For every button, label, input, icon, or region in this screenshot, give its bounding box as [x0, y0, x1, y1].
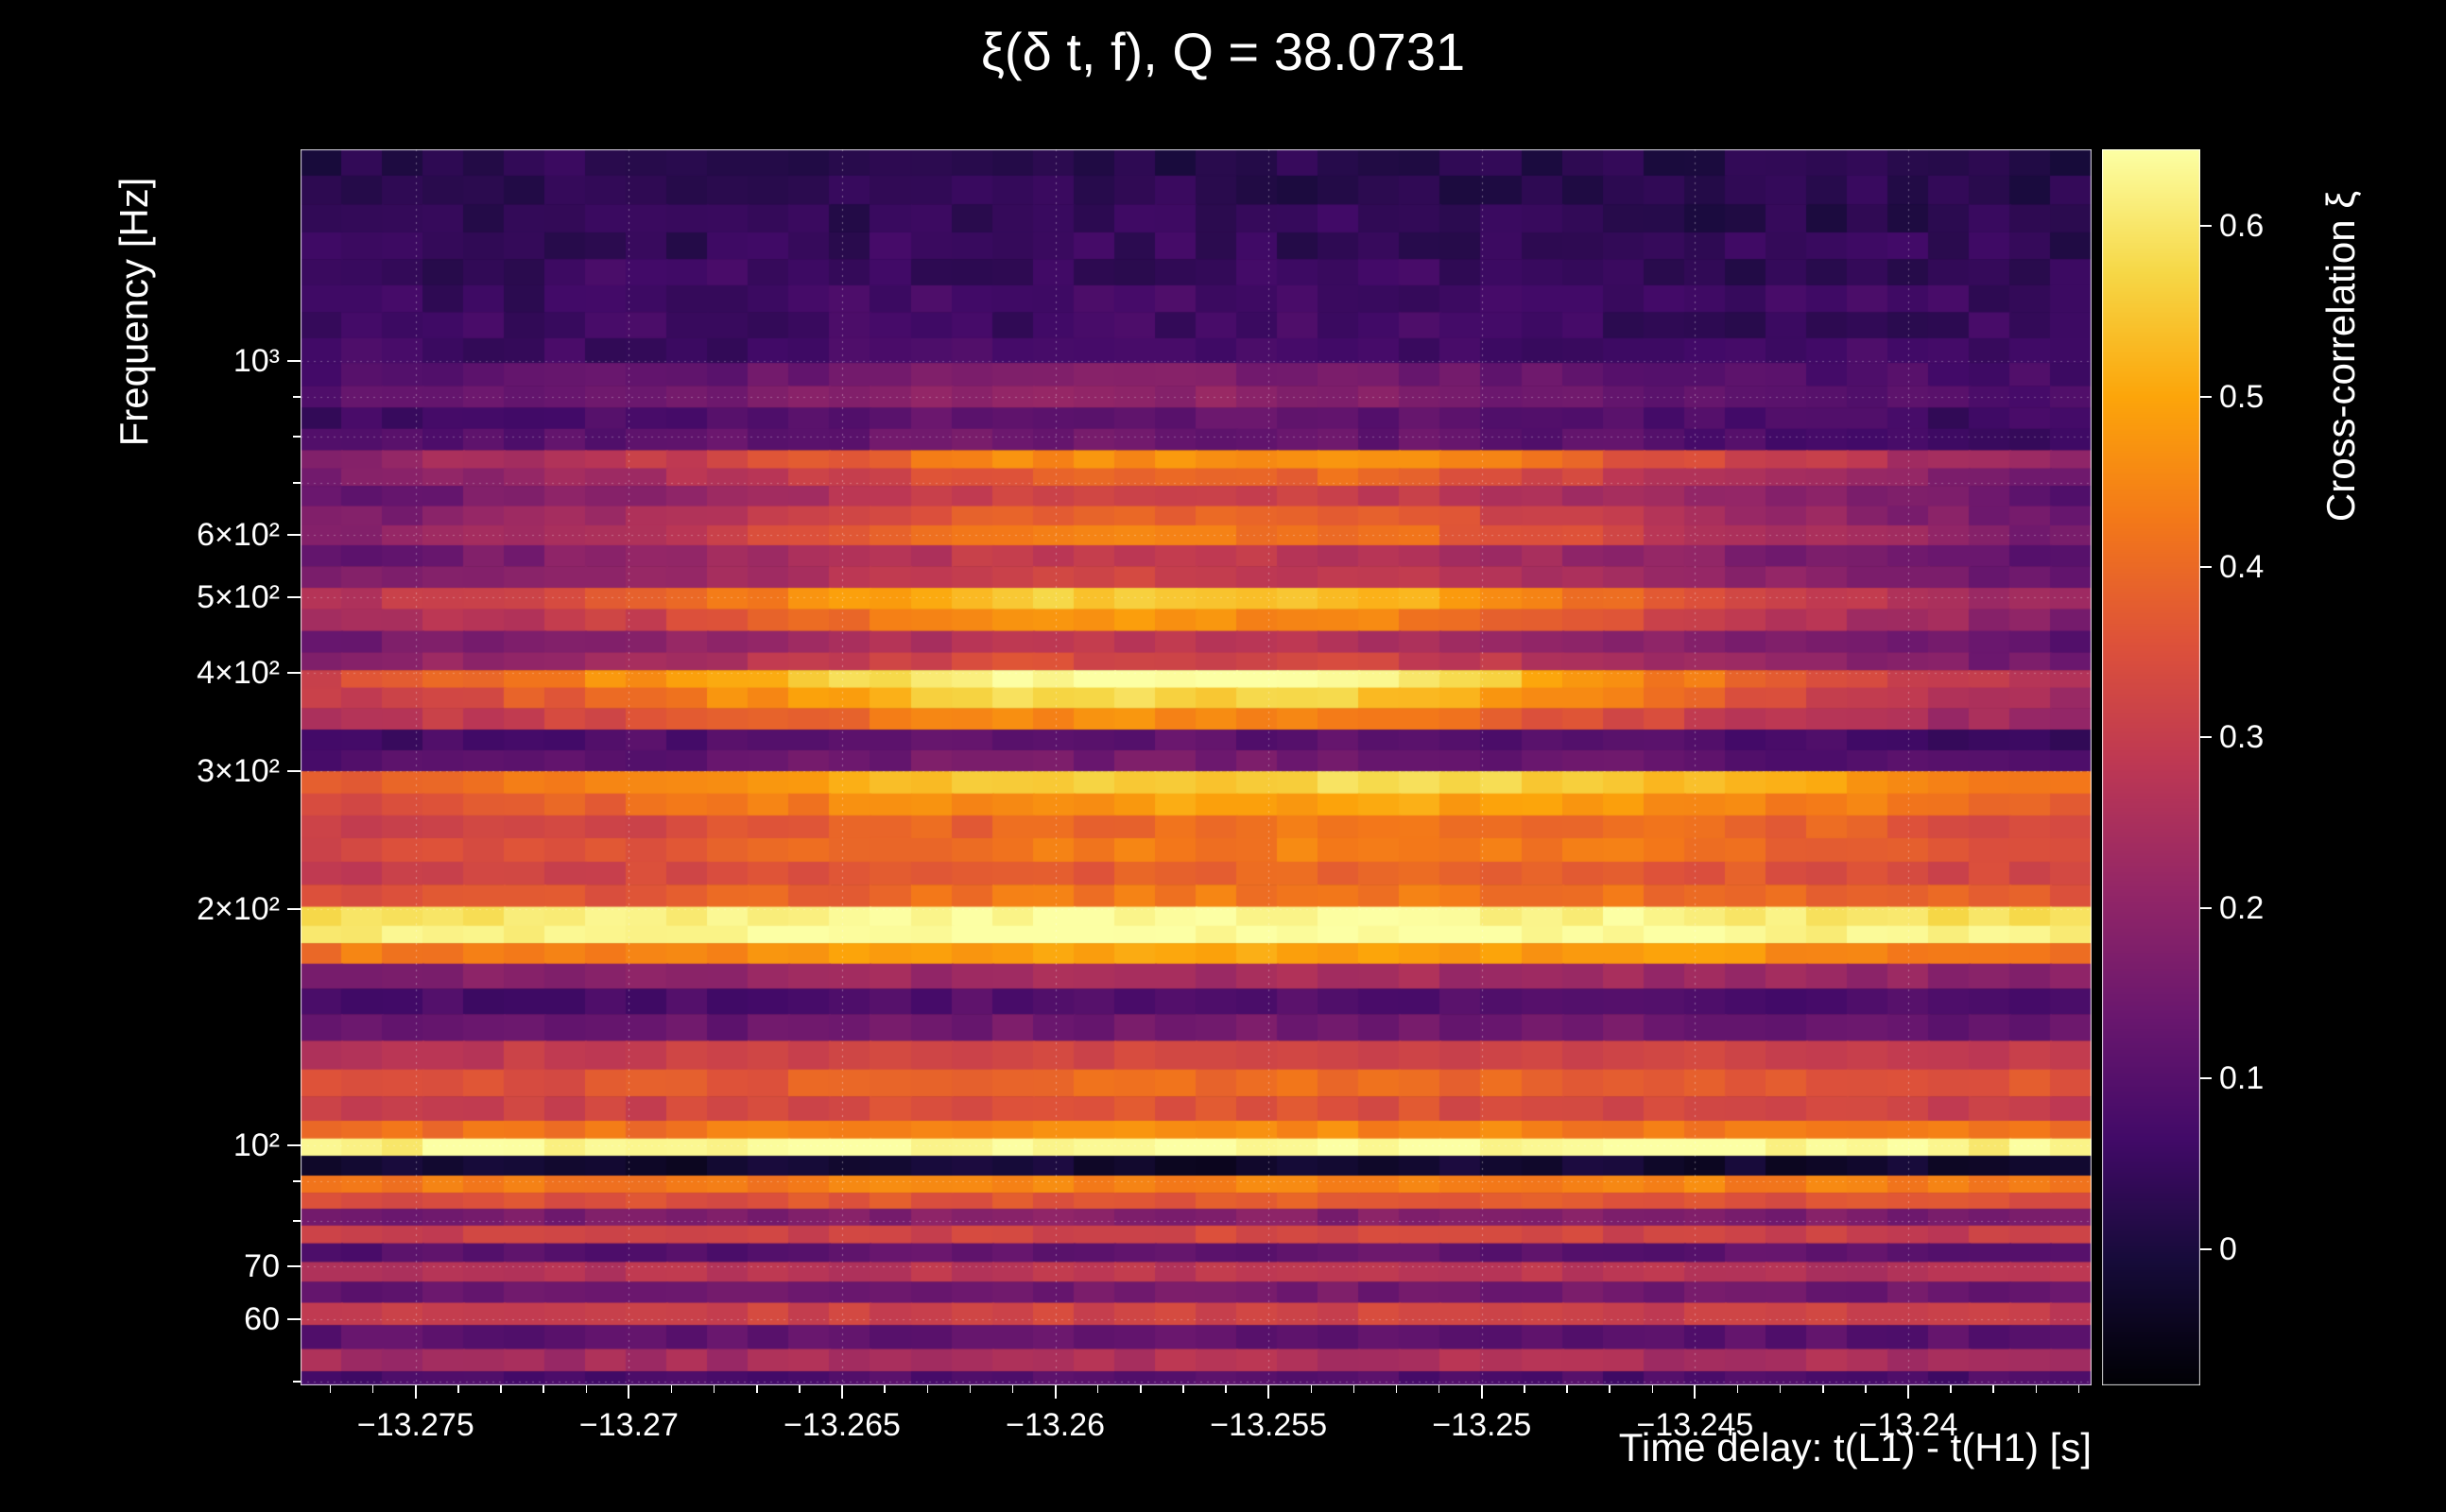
x-tick	[1906, 1385, 1909, 1399]
colorbar-tick	[2200, 225, 2212, 228]
x-minor-tick	[670, 1385, 673, 1393]
y-axis-label: Frequency [Hz]	[112, 177, 156, 447]
y-tick	[287, 534, 301, 537]
colorbar-tick	[2200, 395, 2212, 398]
colorbar-tick	[2200, 1077, 2212, 1080]
y-tick-label: 70	[244, 1248, 280, 1285]
y-tick	[287, 1143, 301, 1146]
x-minor-tick	[371, 1385, 374, 1393]
plot-title: ξ(δ t, f), Q = 38.0731	[980, 22, 1466, 81]
y-tick	[287, 1317, 301, 1320]
x-minor-tick	[969, 1385, 972, 1393]
x-tick-label: −13.27	[578, 1407, 679, 1443]
y-tick	[287, 908, 301, 911]
x-minor-tick	[1865, 1385, 1867, 1393]
x-minor-tick	[1225, 1385, 1227, 1393]
y-tick	[293, 1220, 301, 1223]
y-tick	[287, 769, 301, 772]
x-minor-tick	[884, 1385, 886, 1393]
x-minor-tick	[500, 1385, 502, 1393]
colorbar-tick	[2200, 736, 2212, 739]
y-tick-label: 3×10²	[197, 752, 280, 789]
colorbar-tick	[2200, 1247, 2212, 1250]
x-minor-tick	[1822, 1385, 1824, 1393]
x-minor-tick	[1438, 1385, 1440, 1393]
y-tick-label: 4×10²	[197, 655, 280, 692]
x-minor-tick	[1950, 1385, 1952, 1393]
x-tick-label: −13.26	[1006, 1407, 1106, 1443]
x-tick-label: −13.255	[1210, 1407, 1328, 1443]
colorbar-tick-label: 0	[2219, 1230, 2237, 1267]
x-minor-tick	[543, 1385, 544, 1393]
x-minor-tick	[1310, 1385, 1313, 1393]
colorbar-tick-label: 0.4	[2219, 549, 2265, 585]
x-tick-label: −13.24	[1858, 1407, 1958, 1443]
x-tick-label: −13.245	[1636, 1407, 1754, 1443]
x-minor-tick	[457, 1385, 459, 1393]
colorbar-canvas	[2102, 149, 2200, 1385]
x-minor-tick	[1140, 1385, 1142, 1393]
x-minor-tick	[1011, 1385, 1014, 1393]
x-minor-tick	[1182, 1385, 1184, 1393]
colorbar-tick	[2200, 906, 2212, 909]
x-minor-tick	[1992, 1385, 1994, 1393]
y-tick	[293, 481, 301, 484]
colorbar-tick-label: 0.5	[2219, 378, 2265, 415]
y-tick-label: 10³	[233, 343, 280, 380]
y-tick	[287, 1265, 301, 1268]
y-tick	[293, 396, 301, 398]
y-tick-label: 60	[244, 1300, 280, 1337]
x-minor-tick	[2035, 1385, 2038, 1393]
y-tick	[293, 436, 301, 438]
x-minor-tick	[2077, 1385, 2080, 1393]
x-tick-label: −13.275	[356, 1407, 474, 1443]
y-tick	[287, 595, 301, 598]
x-tick	[1267, 1385, 1270, 1399]
y-tick	[293, 1179, 301, 1182]
x-minor-tick	[1609, 1385, 1611, 1393]
y-tick-label: 2×10²	[197, 891, 280, 928]
heatmap-canvas	[301, 149, 2092, 1385]
x-tick	[1480, 1385, 1483, 1399]
x-tick-label: −13.265	[784, 1407, 901, 1443]
x-minor-tick	[1395, 1385, 1398, 1393]
x-minor-tick	[585, 1385, 588, 1393]
x-tick-label: −13.25	[1432, 1407, 1532, 1443]
x-minor-tick	[799, 1385, 801, 1393]
x-tick	[1054, 1385, 1057, 1399]
colorbar-tick-label: 0.2	[2219, 889, 2265, 926]
x-minor-tick	[1096, 1385, 1099, 1393]
x-minor-tick	[713, 1385, 715, 1393]
y-tick	[287, 672, 301, 675]
x-minor-tick	[1566, 1385, 1568, 1393]
x-minor-tick	[1651, 1385, 1654, 1393]
colorbar-tick-label: 0.3	[2219, 719, 2265, 756]
colorbar-tick	[2200, 566, 2212, 568]
x-minor-tick	[1352, 1385, 1355, 1393]
x-minor-tick	[1779, 1385, 1782, 1393]
x-minor-tick	[1736, 1385, 1739, 1393]
x-tick	[414, 1385, 417, 1399]
y-tick-label: 6×10²	[197, 517, 280, 554]
x-tick	[1694, 1385, 1697, 1399]
y-tick	[287, 360, 301, 363]
x-minor-tick	[926, 1385, 928, 1393]
y-tick	[293, 1380, 301, 1383]
x-minor-tick	[756, 1385, 758, 1393]
x-minor-tick	[329, 1385, 332, 1393]
y-tick-label: 10²	[233, 1126, 280, 1163]
x-tick	[841, 1385, 843, 1399]
x-axis-label: Time delay: t(L1) - t(H1) [s]	[1618, 1425, 2092, 1469]
x-minor-tick	[1524, 1385, 1525, 1393]
colorbar-tick-label: 0.6	[2219, 208, 2265, 245]
x-tick	[628, 1385, 630, 1399]
y-tick-label: 5×10²	[197, 578, 280, 615]
colorbar-tick-label: 0.1	[2219, 1060, 2265, 1097]
